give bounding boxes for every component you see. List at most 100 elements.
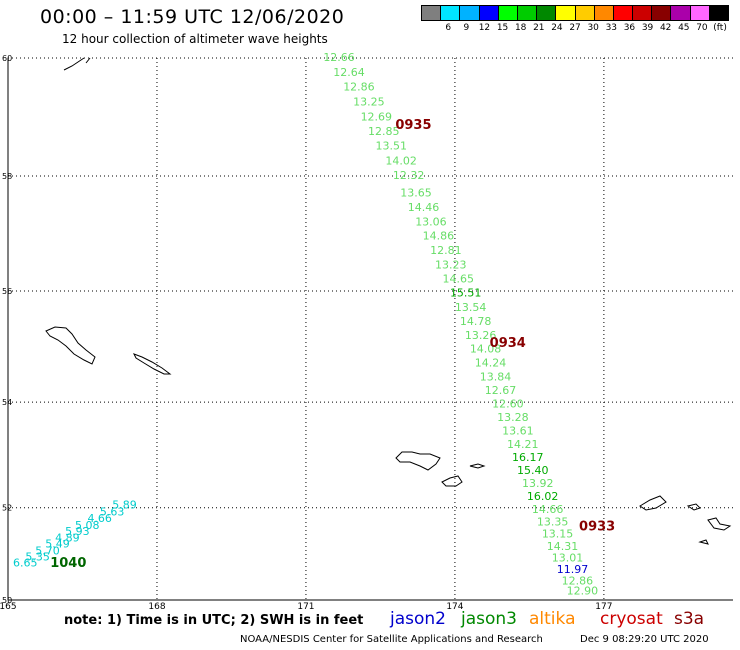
legend-swatch	[594, 6, 614, 20]
legend-swatch	[671, 6, 691, 20]
color-scale-legend: 6 9 12 15 18 21 24 27 30 33 36 39 42 45 70 (ft)	[421, 5, 729, 33]
pass-time-label: 0933	[579, 519, 615, 534]
wave-height-value: 5.89	[112, 499, 137, 512]
wave-height-value: 14.66	[532, 503, 564, 516]
wave-height-value: 14.21	[507, 438, 539, 451]
lon-tick-label: 174	[446, 602, 463, 612]
legend-unit: (ft)	[713, 23, 727, 33]
legend-label: 12	[478, 23, 491, 33]
wave-height-value: 13.01	[552, 552, 584, 565]
legend-label: 15	[496, 23, 509, 33]
legend-swatch	[575, 6, 595, 20]
wave-height-value: 13.65	[400, 186, 432, 199]
coastline-small-island-1	[469, 463, 486, 469]
wave-height-value: 14.31	[547, 540, 579, 553]
satellite-label-jason3: jason3	[461, 609, 517, 629]
wave-height-value: 13.23	[435, 258, 467, 271]
wave-height-value: 13.15	[542, 528, 574, 541]
map-subtitle: 12 hour collection of altimeter wave hei…	[62, 32, 328, 46]
wave-height-value: 12.85	[368, 125, 400, 138]
wave-height-value: 5.70	[35, 545, 60, 558]
wave-height-value: 16.17	[512, 451, 544, 464]
legend-swatch	[441, 6, 461, 20]
wave-height-value: 12.24	[572, 0, 604, 3]
wave-height-value: 14.86	[423, 230, 455, 243]
wave-height-value: 13.26	[465, 329, 497, 342]
lat-tick-label: 50	[2, 596, 12, 605]
wave-height-value: 4.89	[55, 532, 79, 545]
wave-height-value: 14.02	[385, 154, 417, 167]
legend-swatch	[422, 6, 442, 20]
coastline-bering-island	[45, 326, 96, 365]
wave-height-value: 5.35	[25, 551, 49, 564]
wave-height-value: 13.84	[480, 370, 512, 383]
lat-tick-label: 58	[2, 172, 12, 181]
wave-height-value: 13.06	[415, 215, 447, 228]
lat-lon-grid	[8, 57, 733, 600]
pass-time-label: 0935	[395, 118, 431, 133]
satellite-label-jason2: jason2	[390, 609, 446, 629]
axis-tick-labels: 165 168 171 174 177 60 58 56 54 52 50	[0, 54, 612, 612]
wave-height-value: 12.90	[567, 585, 599, 598]
wave-height-value: 12.32	[393, 169, 425, 182]
lat-tick-label: 54	[2, 398, 12, 407]
wave-height-value: 11.97	[557, 563, 589, 576]
wave-height-value: 5.63	[100, 505, 125, 518]
pass-time-label: 0932	[614, 0, 650, 4]
wave-height-value: 14.46	[408, 201, 440, 214]
pass-time-label: 1040	[50, 556, 86, 571]
wave-height-value: 12.86	[562, 574, 594, 587]
legend-label: 24	[551, 23, 563, 33]
legend-label: 18	[514, 23, 527, 33]
wave-height-value: 14.24	[475, 357, 507, 370]
legend-label: 36	[623, 23, 636, 33]
map-title: 00:00 – 11:59 UTC 12/06/2020	[40, 6, 345, 28]
wave-height-value: 13.28	[582, 0, 614, 3]
wave-height-value: 15.51	[450, 287, 482, 300]
legend-label: 21	[533, 23, 545, 33]
legend-swatch	[537, 6, 557, 20]
legend-label: 45	[678, 23, 690, 33]
coastline-attu-island	[395, 451, 441, 471]
wave-height-value: 12.86	[343, 81, 375, 94]
wave-height-value: 12.81	[430, 244, 462, 257]
wave-height-value: 5.49	[45, 537, 70, 550]
legend-swatch	[556, 6, 576, 20]
lon-tick-label: 165	[0, 602, 17, 612]
satellite-label-s3a: s3a	[674, 609, 705, 629]
wave-height-value: 13.54	[455, 301, 487, 314]
legend-label: 30	[587, 23, 599, 33]
wave-height-value: 12.60	[492, 398, 524, 411]
legend-swatch	[652, 6, 672, 20]
legend-label: 27	[569, 23, 581, 33]
legend-labels: 6 9 12 15 18 21 24 27 30 33 36 39 42 45 70 (ft)	[421, 23, 729, 33]
wave-height-value: 12.64	[333, 66, 365, 79]
wave-height-value: 15.40	[517, 464, 549, 477]
generated-timestamp: Dec 9 08:29:20 UTC 2020	[580, 634, 709, 645]
footnote: note: 1) Time is in UTC; 2) SWH is in fe…	[64, 613, 364, 628]
legend-swatch	[633, 6, 653, 20]
legend-label: 33	[605, 23, 618, 33]
legend-label: 70	[696, 23, 708, 33]
lon-tick-label: 168	[148, 602, 165, 612]
wave-height-value: 14.65	[443, 272, 475, 285]
wave-height-value: 13.28	[497, 411, 529, 424]
legend-swatch	[479, 6, 499, 20]
legend-swatch	[709, 6, 728, 20]
lon-tick-label: 171	[297, 602, 314, 612]
coastlines	[45, 57, 732, 545]
wave-height-value: 5.08	[75, 519, 100, 532]
legend-swatch	[517, 6, 538, 20]
wave-height-value: 12.69	[361, 110, 393, 123]
legend-label: 42	[659, 23, 672, 33]
wave-height-value: 13.51	[375, 140, 407, 153]
wave-height-value: 12.83	[587, 0, 619, 3]
pass-time-label: 0934	[490, 336, 526, 351]
legend-swatches	[421, 5, 729, 21]
legend-label: 6	[445, 23, 452, 33]
satellite-label-cryosat: cryosat	[600, 609, 663, 629]
legend-swatch	[460, 6, 480, 20]
legend-label: 9	[463, 23, 470, 33]
